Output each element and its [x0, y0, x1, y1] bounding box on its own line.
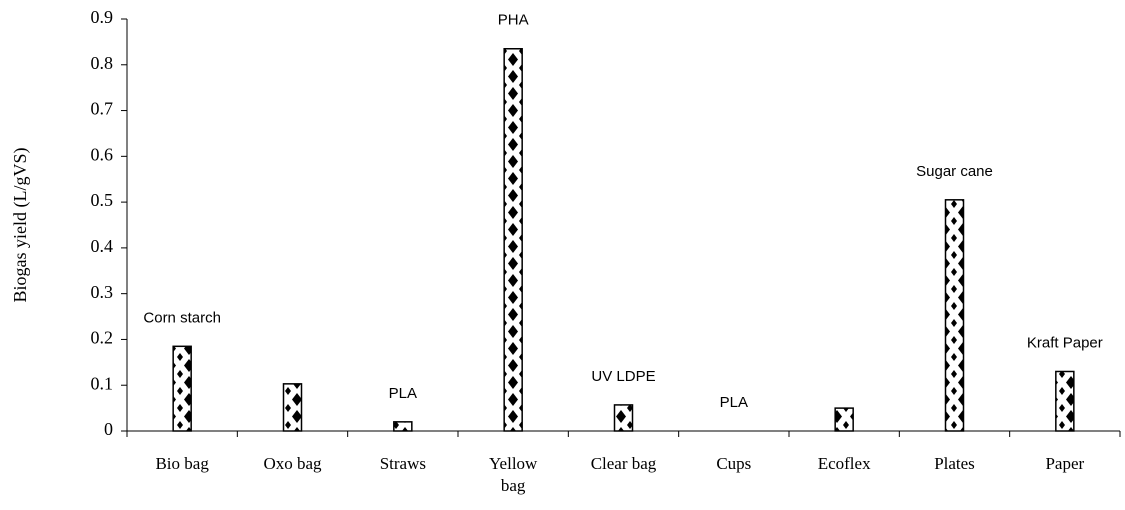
bar	[393, 421, 413, 432]
y-tick-label: 0.3	[91, 282, 114, 302]
y-tick-label: 0	[104, 419, 113, 439]
x-tick-label: Yellow bag	[488, 454, 538, 495]
bar	[944, 199, 965, 432]
bar-label: UV LDPE	[591, 368, 655, 385]
bar	[613, 404, 634, 432]
bar-label: Kraft Paper	[1027, 334, 1103, 351]
bar	[503, 48, 523, 432]
bar	[834, 407, 854, 432]
y-tick-label: 0.1	[91, 373, 114, 393]
bar-label: PLA	[720, 394, 748, 411]
x-tick-label: Bio bag	[155, 454, 209, 473]
bar-label: PLA	[389, 385, 417, 402]
y-tick-label: 0.8	[91, 53, 114, 73]
x-tick-label: Plates	[934, 454, 975, 473]
bar	[1055, 370, 1075, 432]
x-tick-label: Cups	[716, 454, 752, 473]
x-tick-label: Straws	[379, 454, 426, 473]
bar-label: Sugar cane	[916, 163, 993, 180]
y-tick-label: 0.7	[91, 99, 114, 119]
bar-label: PHA	[498, 12, 529, 29]
y-tick-label: 0.5	[91, 190, 114, 210]
bar	[282, 383, 303, 432]
bar-label: Corn starch	[143, 309, 221, 326]
y-tick-label: 0.6	[91, 144, 114, 164]
bar	[172, 345, 192, 432]
x-tick-label: Ecoflex	[817, 454, 871, 473]
x-tick-label: Clear bag	[590, 454, 657, 473]
x-tick-label: Oxo bag	[263, 454, 322, 473]
y-axis-label: Biogas yield (L/gVS)	[10, 148, 31, 303]
y-tick-label: 0.2	[91, 328, 114, 348]
y-tick-label: 0.9	[91, 7, 114, 27]
x-tick-label: Paper	[1045, 454, 1085, 473]
y-tick-label: 0.4	[91, 236, 114, 256]
